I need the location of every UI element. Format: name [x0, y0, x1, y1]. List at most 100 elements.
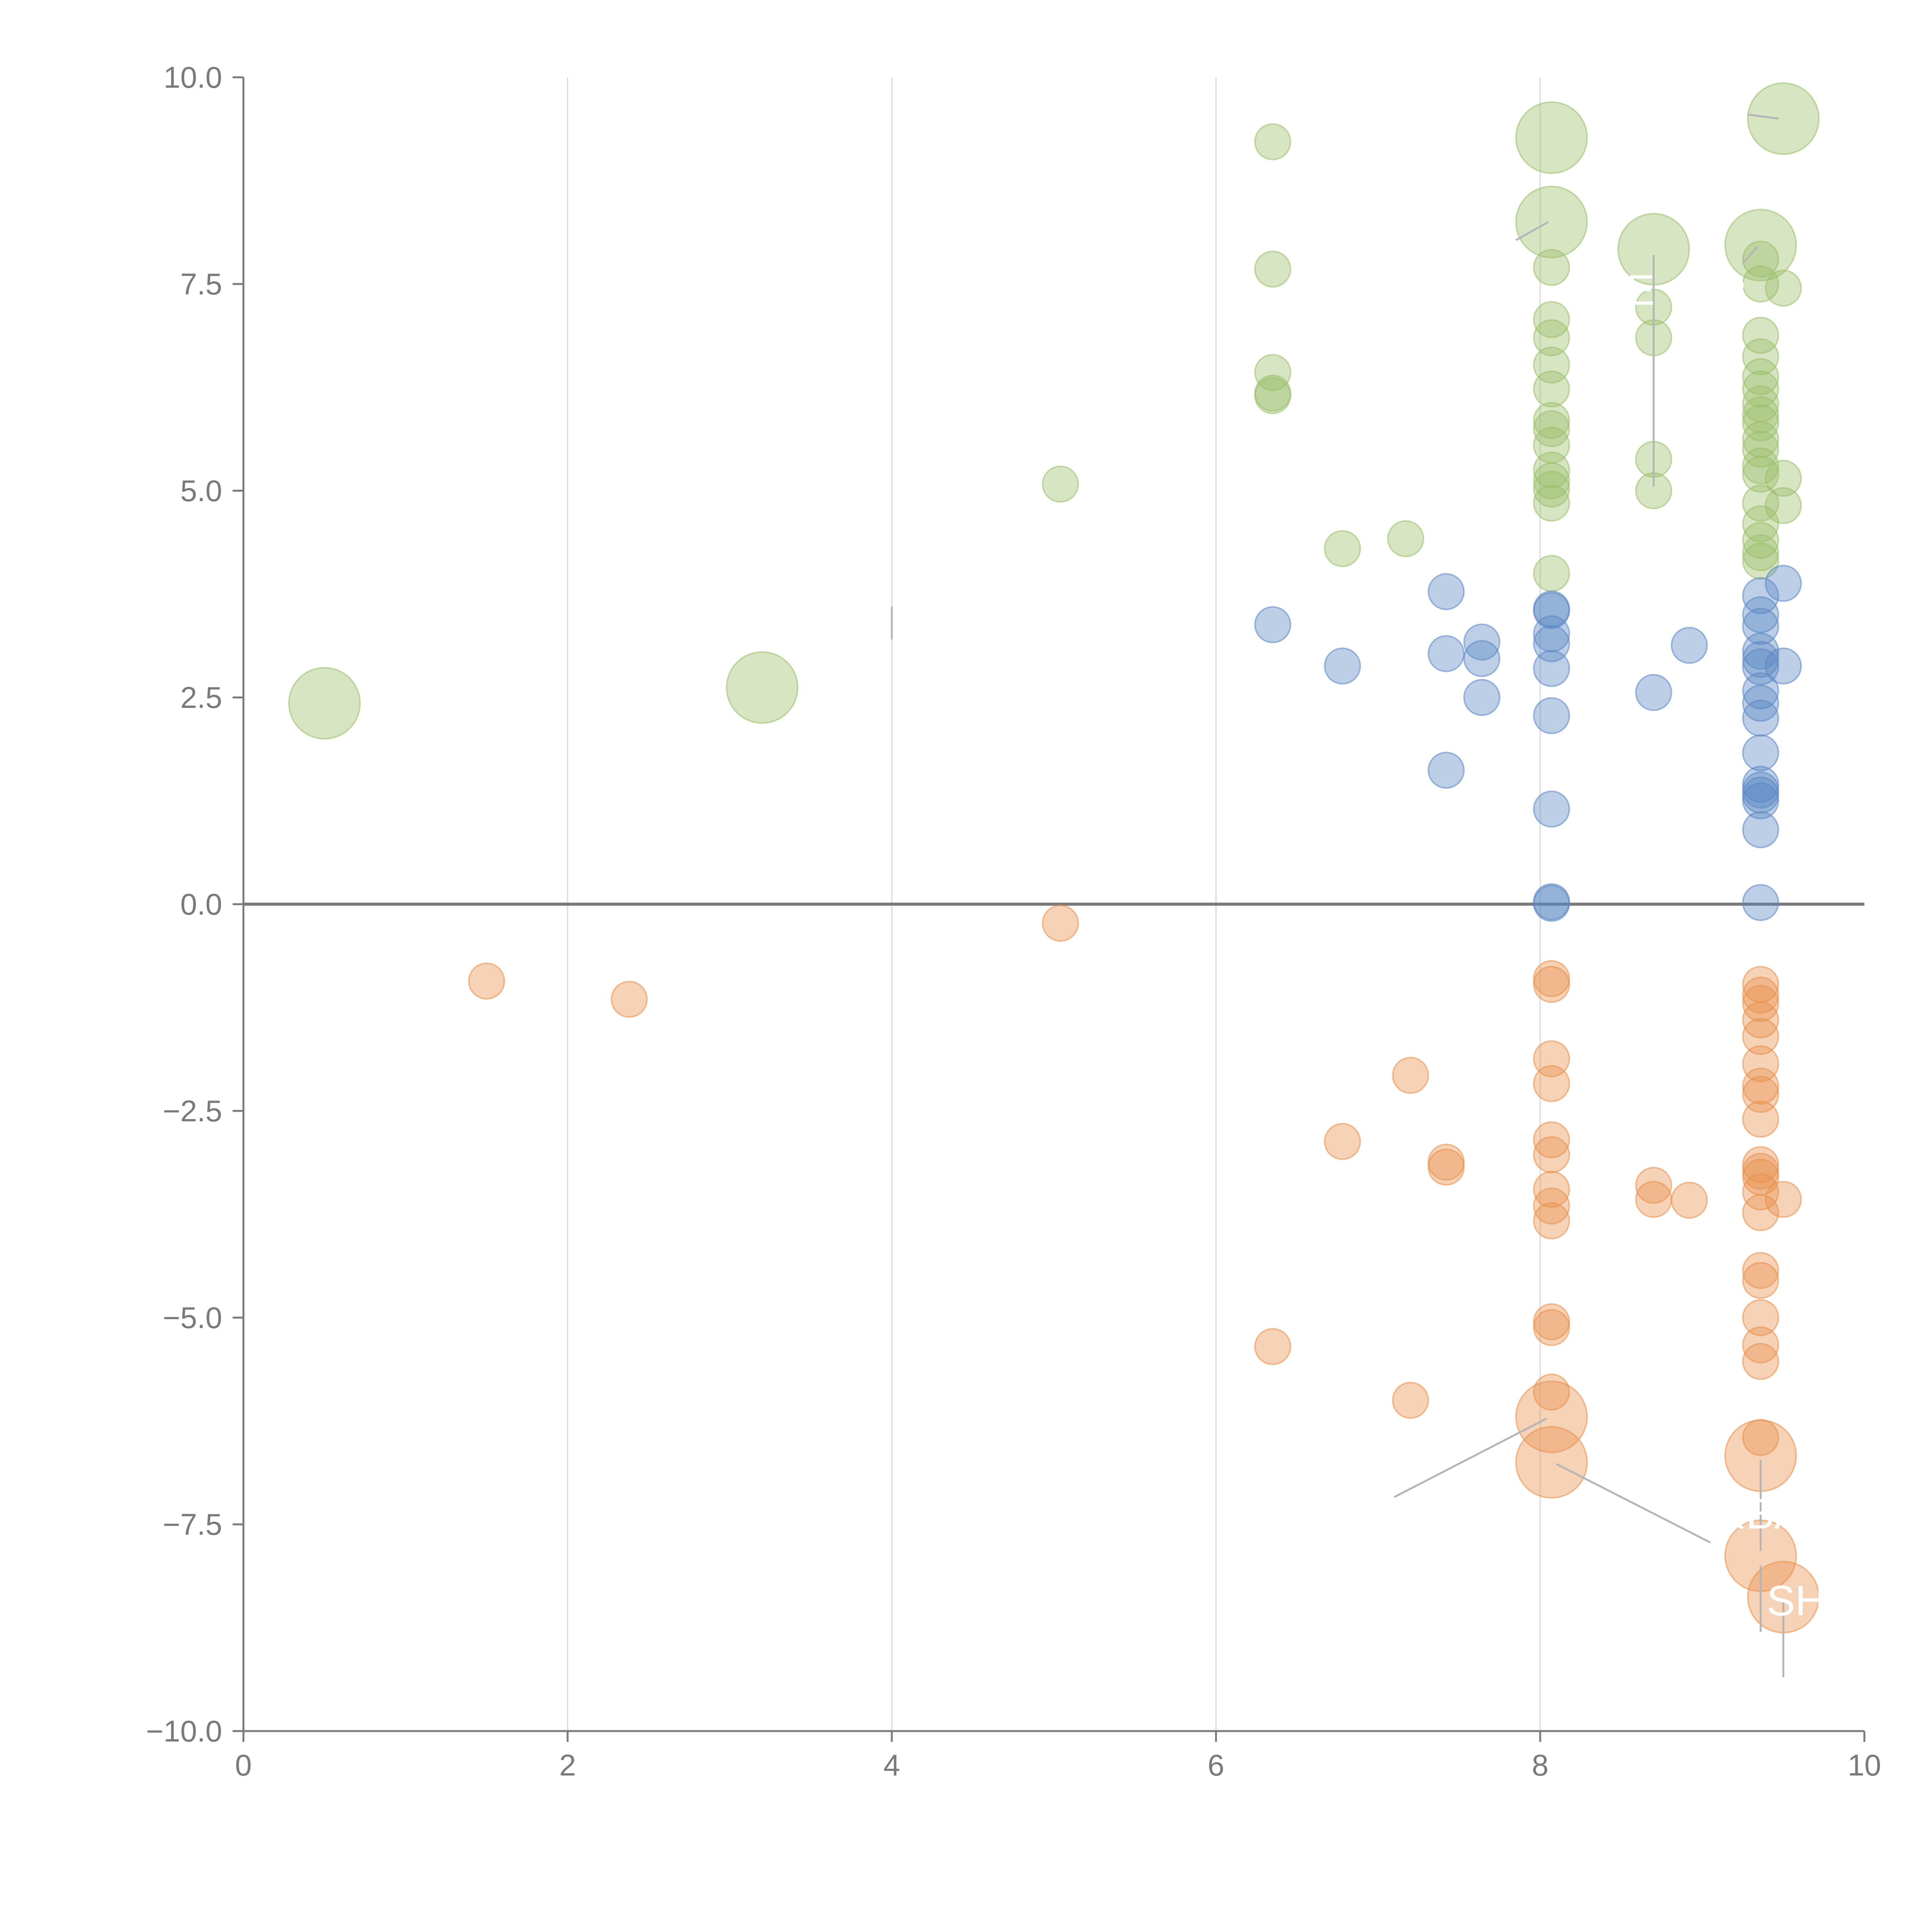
- green-point: [1765, 459, 1802, 497]
- orange-point: [1533, 1202, 1570, 1240]
- y-tick-label: −10.0: [146, 1714, 222, 1748]
- green-point: [1742, 370, 1779, 408]
- orange-point: [1533, 1171, 1570, 1208]
- orange-point: [1392, 1056, 1429, 1094]
- blue-point: [1463, 623, 1500, 661]
- green-point: [1254, 250, 1291, 288]
- blue-point: [1427, 635, 1465, 672]
- green-point: [1533, 451, 1570, 489]
- orange-point: [1742, 1299, 1779, 1336]
- x-tick-label: 10: [1848, 1748, 1881, 1782]
- orange-point: [1742, 1001, 1779, 1039]
- point-label: E: [1626, 267, 1655, 314]
- blue-point: [1533, 650, 1570, 687]
- blue-point: [1742, 782, 1779, 820]
- green-point: [1533, 470, 1570, 508]
- x-tick-label: 0: [235, 1748, 252, 1782]
- green-point: [1742, 338, 1779, 376]
- leader-line: [1515, 221, 1549, 241]
- orange-point: [1515, 1426, 1588, 1499]
- orange-point: [1765, 1180, 1802, 1218]
- blue-point: [1742, 734, 1779, 772]
- orange-point: [1742, 1252, 1779, 1289]
- y-tick-label: 7.5: [180, 267, 222, 301]
- orange-point: [1324, 1123, 1361, 1160]
- blue-point: [1670, 627, 1708, 664]
- orange-point: [468, 963, 505, 1000]
- blue-point: [1742, 641, 1779, 678]
- green-point: [726, 651, 799, 724]
- blue-point: [1254, 606, 1291, 643]
- green-point: [1742, 522, 1779, 559]
- orange-point: [1533, 1309, 1570, 1346]
- orange-point: [1742, 1173, 1779, 1211]
- green-point: [1533, 555, 1570, 592]
- y-tick-label: −5.0: [163, 1301, 222, 1335]
- orange-point: [1742, 985, 1779, 1022]
- point-label: RBA: [1715, 1490, 1803, 1538]
- green-point: [1742, 358, 1779, 395]
- orange-point: [1533, 1187, 1570, 1225]
- blue-point: [1742, 672, 1779, 709]
- blue-point: [1463, 640, 1500, 677]
- orange-point: [1392, 1382, 1429, 1419]
- orange-point: [1254, 1328, 1291, 1365]
- data-points: [288, 82, 1820, 1634]
- green-point: [1533, 485, 1570, 522]
- point-labels: Y RBA SH E R: [1413, 267, 1826, 1625]
- green-point: [1387, 520, 1424, 558]
- blue-point: [1742, 596, 1779, 633]
- leader-line: [1394, 1417, 1547, 1498]
- green-point: [1742, 265, 1779, 303]
- blue-point: [1533, 790, 1570, 828]
- green-point: [1742, 316, 1779, 354]
- orange-point: [1742, 1194, 1779, 1231]
- orange-point: [1742, 1262, 1779, 1299]
- blue-point: [1533, 697, 1570, 735]
- leader-line: [1742, 246, 1759, 264]
- green-point: [1533, 370, 1570, 408]
- green-point: [1742, 404, 1779, 442]
- blue-point: [1427, 752, 1465, 789]
- green-point: [1254, 354, 1291, 391]
- green-point: [288, 667, 361, 740]
- green-point: [1742, 534, 1779, 571]
- green-point: [1742, 447, 1779, 485]
- leader-line: [1556, 1463, 1711, 1544]
- blue-point: [1742, 811, 1779, 849]
- green-point: [1533, 462, 1570, 500]
- blue-point: [1635, 674, 1672, 711]
- blue-point: [1533, 592, 1570, 629]
- green-point: [1742, 542, 1779, 580]
- green-point: [1515, 185, 1588, 259]
- blue-point: [1765, 647, 1802, 685]
- leader-lines: [891, 113, 1784, 1677]
- orange-point: [1742, 1045, 1779, 1083]
- blue-point: [1742, 699, 1779, 737]
- blue-point: [1533, 615, 1570, 653]
- orange-point: [1635, 1180, 1672, 1218]
- y-tick-label: 10.0: [163, 60, 222, 94]
- x-tick-label: 6: [1208, 1748, 1224, 1782]
- y-tick-label: 5.0: [180, 474, 222, 508]
- green-point: [1765, 487, 1802, 524]
- point-label: Y: [1413, 1430, 1441, 1477]
- point-label: SH: [1767, 1577, 1826, 1624]
- green-point: [1324, 530, 1361, 567]
- orange-point: [1742, 1100, 1779, 1138]
- orange-point: [1533, 1065, 1570, 1102]
- green-point: [1533, 319, 1570, 357]
- green-point: [1742, 456, 1779, 493]
- orange-point: [1635, 1167, 1672, 1204]
- blue-point: [1324, 647, 1361, 685]
- y-tick-label: 0.0: [180, 887, 222, 921]
- green-point: [1742, 421, 1779, 458]
- green-point: [1254, 377, 1291, 414]
- blue-point: [1742, 684, 1779, 722]
- x-tick-label: 8: [1532, 1748, 1548, 1782]
- green-point: [1747, 82, 1820, 155]
- green-point: [1742, 505, 1779, 543]
- blue-point: [1765, 565, 1802, 602]
